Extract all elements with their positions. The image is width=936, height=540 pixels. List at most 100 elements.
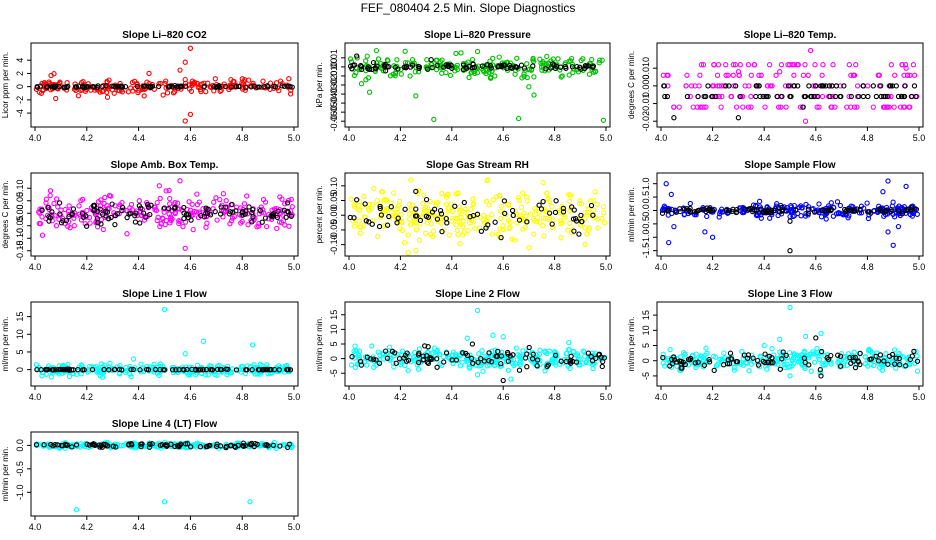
data-point-kept <box>733 207 740 213</box>
data-point <box>713 354 719 360</box>
data-point-kept <box>857 350 863 357</box>
data-point <box>526 67 532 73</box>
data-point <box>490 55 496 62</box>
data-point <box>352 343 358 349</box>
data-point-kept <box>914 358 921 364</box>
data-point-kept <box>498 361 504 367</box>
data-point <box>445 206 452 212</box>
data-point <box>870 104 876 110</box>
data-point-kept <box>824 355 830 361</box>
data-point-kept <box>37 83 43 89</box>
data-point <box>819 72 825 78</box>
data-point <box>751 62 757 68</box>
data-point <box>51 200 57 207</box>
data-point <box>801 349 807 356</box>
data-point-kept <box>795 83 801 89</box>
data-point <box>584 231 590 237</box>
data-point <box>790 213 796 220</box>
data-point <box>479 348 485 354</box>
data-point-kept <box>64 84 70 91</box>
data-point <box>505 367 511 373</box>
x-tick-label: 4.0 <box>343 392 356 402</box>
data-point <box>489 231 495 237</box>
data-point-kept <box>140 210 147 216</box>
data-point <box>361 193 367 200</box>
data-point <box>136 198 142 204</box>
data-point-kept <box>516 217 523 223</box>
data-point <box>808 368 814 374</box>
data-point-kept <box>284 444 291 451</box>
data-point-kept <box>774 93 780 100</box>
data-point <box>157 223 163 230</box>
x-tick-label: 4.8 <box>548 133 561 143</box>
data-point <box>687 200 693 207</box>
data-point <box>257 361 263 367</box>
data-point-kept <box>495 64 501 70</box>
data-point-kept <box>113 444 119 450</box>
y-tick-label: -0.05 <box>15 215 25 236</box>
data-point <box>834 199 841 205</box>
data-point <box>567 220 573 226</box>
data-point <box>461 229 467 235</box>
data-point <box>456 353 462 359</box>
data-point <box>490 197 496 203</box>
data-point-kept <box>56 200 63 206</box>
data-point <box>777 336 783 343</box>
data-point <box>363 58 369 64</box>
data-point-kept <box>877 352 884 358</box>
data-point-kept <box>103 441 109 448</box>
data-point-kept <box>470 212 477 219</box>
data-point <box>489 68 495 74</box>
data-point <box>156 183 162 189</box>
data-point <box>592 189 598 195</box>
data-point <box>577 198 583 204</box>
data-point-kept <box>256 366 263 373</box>
x-tick-label: 4.0 <box>343 133 356 143</box>
data-point <box>733 104 740 110</box>
data-point <box>506 202 512 208</box>
data-point <box>263 223 270 230</box>
data-point <box>742 83 748 89</box>
x-tick-label: 5.0 <box>600 392 613 402</box>
data-point <box>379 189 385 195</box>
data-point-kept <box>359 63 365 70</box>
data-point <box>513 208 519 214</box>
data-point <box>486 202 492 208</box>
data-point-kept <box>60 218 66 224</box>
data-point-kept <box>134 83 141 90</box>
data-point-kept <box>149 83 156 90</box>
data-point <box>542 215 549 221</box>
data-point <box>599 215 605 221</box>
panel-9: Slope Line 3 Flow ml/min per min. 4.0 4.2 4.… <box>627 289 925 402</box>
data-point-kept <box>268 367 274 373</box>
data-point-kept <box>434 216 441 222</box>
data-point <box>429 233 436 240</box>
data-point-kept <box>228 84 234 90</box>
data-point <box>526 244 532 251</box>
data-point-kept <box>233 84 239 90</box>
data-point-kept <box>192 367 199 373</box>
data-point-kept <box>726 83 732 89</box>
data-point <box>535 214 541 221</box>
data-point-kept <box>417 217 424 224</box>
panel-6: Slope Sample Flow ml/min per min. 4.0 4.2 4.… <box>627 160 925 272</box>
data-point-kept <box>243 367 249 373</box>
data-point <box>507 224 513 230</box>
data-point-kept <box>582 65 588 71</box>
y-axis-label: degrees C per min. <box>1 180 10 248</box>
x-tick-label: 4.4 <box>446 133 459 143</box>
data-point <box>176 220 182 227</box>
data-point <box>530 216 537 222</box>
data-point <box>895 223 902 230</box>
data-point-kept <box>823 83 829 89</box>
data-point <box>124 231 130 237</box>
data-point-kept <box>660 354 666 361</box>
y-tick-label: 0.010 <box>641 57 651 80</box>
data-point-kept <box>401 355 407 361</box>
y-tick-label: -0.05 <box>329 220 339 241</box>
data-point <box>462 209 468 215</box>
data-point-kept <box>423 213 430 219</box>
data-point-kept <box>543 66 549 72</box>
data-point-kept <box>779 204 785 211</box>
data-point <box>53 95 59 102</box>
